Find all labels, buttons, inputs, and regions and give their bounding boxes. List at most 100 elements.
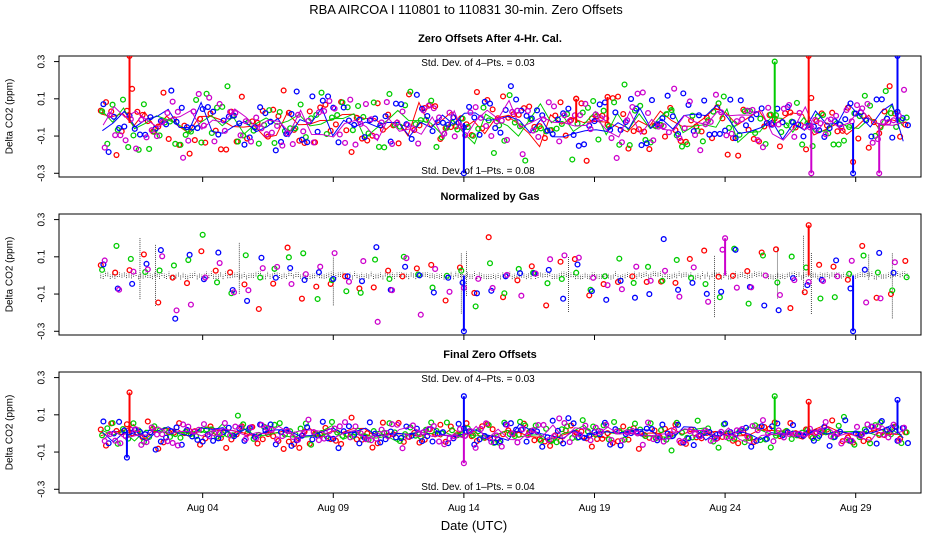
- data-point: [762, 272, 769, 279]
- data-point: [754, 427, 761, 434]
- data-point: [399, 273, 406, 280]
- data-point: [109, 420, 116, 427]
- spike-point: [805, 222, 812, 229]
- data-point: [441, 130, 448, 137]
- data-point: [812, 430, 819, 437]
- data-point: [314, 128, 321, 135]
- data-point: [497, 438, 504, 445]
- data-point: [514, 107, 521, 114]
- data-point: [600, 107, 607, 114]
- data-point: [125, 144, 132, 151]
- data-point: [891, 259, 898, 266]
- data-point: [274, 122, 281, 129]
- data-point: [310, 429, 317, 436]
- data-point: [146, 145, 153, 153]
- data-point: [788, 435, 795, 443]
- data-point: [352, 423, 359, 430]
- spike-point: [460, 460, 467, 467]
- data-point: [116, 125, 123, 132]
- data-point: [297, 101, 304, 108]
- data-point: [629, 273, 636, 280]
- data-point: [143, 439, 150, 446]
- data-point: [703, 290, 710, 297]
- data-point: [786, 101, 793, 109]
- data-point: [736, 131, 743, 138]
- data-point: [130, 420, 137, 427]
- data-point: [477, 425, 484, 433]
- data-point: [345, 278, 352, 285]
- data-point: [456, 426, 464, 433]
- data-point: [611, 418, 618, 426]
- data-point: [635, 126, 642, 133]
- data-point: [357, 430, 364, 437]
- data-point: [424, 433, 431, 440]
- y-tick-label: -0.1: [37, 285, 48, 303]
- data-point: [829, 109, 836, 116]
- data-point: [305, 117, 312, 124]
- data-point: [554, 427, 561, 434]
- data-point: [613, 154, 620, 162]
- data-point: [242, 435, 249, 443]
- data-point: [539, 443, 546, 450]
- data-point: [718, 109, 725, 116]
- data-point: [117, 132, 124, 139]
- data-point: [335, 139, 342, 146]
- data-point: [889, 134, 896, 141]
- data-point: [718, 428, 725, 435]
- data-point: [199, 105, 206, 113]
- data-point: [692, 430, 699, 437]
- data-point: [304, 424, 311, 431]
- data-point: [180, 154, 187, 161]
- data-point: [464, 123, 471, 131]
- data-point: [672, 279, 679, 286]
- data-point: [502, 273, 509, 280]
- data-point: [224, 83, 231, 90]
- data-point: [138, 116, 145, 123]
- data-point: [675, 421, 682, 428]
- data-point: [230, 289, 238, 296]
- data-point: [116, 286, 123, 293]
- data-point: [357, 289, 364, 296]
- data-point: [210, 108, 217, 115]
- data-point: [752, 129, 759, 137]
- data-point: [603, 296, 610, 303]
- data-point: [644, 419, 652, 426]
- panel-final-zero-offsets: Final Zero Offsets 0.3 0.1 -0.1 -0.3 Delta CO…: [5, 349, 922, 514]
- data-point: [722, 420, 729, 427]
- data-point: [543, 302, 550, 309]
- data-point: [665, 129, 672, 136]
- data-point: [614, 93, 622, 100]
- data-point: [446, 288, 453, 295]
- data-point: [895, 112, 902, 119]
- data-point: [99, 432, 106, 439]
- data-point: [279, 433, 286, 440]
- data-point: [356, 440, 363, 447]
- data-point: [570, 131, 577, 139]
- data-point: [254, 440, 261, 447]
- data-point: [772, 112, 780, 119]
- data-point: [644, 109, 652, 117]
- data-point: [702, 280, 709, 288]
- data-point: [289, 433, 296, 441]
- data-point: [859, 431, 866, 438]
- data-point: [776, 143, 783, 150]
- data-point: [272, 147, 279, 154]
- data-point: [446, 109, 453, 116]
- data-point: [733, 284, 740, 291]
- data-point: [774, 279, 781, 286]
- data-point: [412, 121, 419, 128]
- data-point: [716, 294, 723, 301]
- data-point: [556, 138, 563, 145]
- data-point: [284, 428, 291, 435]
- data-point: [383, 99, 390, 106]
- data-point: [198, 248, 205, 255]
- data-point: [757, 115, 764, 122]
- data-point: [524, 432, 531, 439]
- data-point: [812, 116, 819, 123]
- data-point: [398, 434, 405, 442]
- data-point: [379, 419, 386, 426]
- data-point: [540, 116, 547, 123]
- data-point: [430, 105, 437, 112]
- data-point: [429, 438, 436, 445]
